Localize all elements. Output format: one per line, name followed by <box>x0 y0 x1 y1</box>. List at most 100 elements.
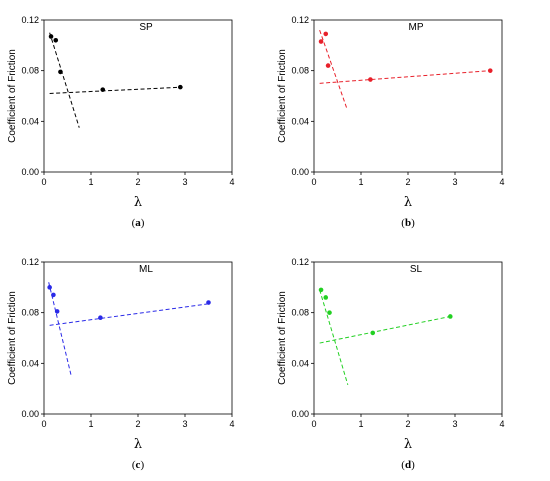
caption-letter: b <box>405 217 411 229</box>
x-axis-label: λ <box>134 195 142 210</box>
y-tick-label: 0.00 <box>21 409 39 419</box>
caption-close-paren: ) <box>411 459 415 471</box>
y-tick-label: 0.04 <box>21 358 39 368</box>
data-point <box>487 68 493 73</box>
fit-line-1 <box>319 29 348 109</box>
y-tick-label: 0.04 <box>21 116 39 126</box>
chart-title: SP <box>139 22 153 33</box>
fit-line-2 <box>319 315 451 344</box>
y-tick-label: 0.04 <box>291 116 309 126</box>
y-tick-label: 0.12 <box>291 15 309 25</box>
caption-letter: a <box>135 217 141 229</box>
data-point <box>370 330 376 336</box>
data-point <box>318 39 324 44</box>
data-point <box>53 37 59 43</box>
caption-close-paren: ) <box>140 459 144 471</box>
data-point <box>327 310 332 315</box>
data-point <box>178 84 183 90</box>
fit-line-2 <box>319 70 491 84</box>
data-point <box>51 292 56 298</box>
x-tick-label: 1 <box>358 419 363 429</box>
caption-open-paren: ( <box>132 459 136 471</box>
chart-panel-d: 0 1 2 3 4 0.00 0.04 0.08 0.12 SL λ Coefficient of F… <box>277 257 505 471</box>
x-tick-label: 0 <box>311 419 316 429</box>
y-tick-label: 0.08 <box>21 66 39 76</box>
panel-caption: (c) <box>132 459 145 471</box>
data-point <box>206 300 211 305</box>
panel-caption: (b) <box>401 217 415 229</box>
y-axis-label: Coefficient of Friction <box>7 291 18 385</box>
chart-panel-c: 0 1 2 3 4 0.00 0.04 0.08 0.12 ML λ Coefficient of F… <box>7 257 235 471</box>
fit-line-2 <box>49 303 209 326</box>
caption-letter: c <box>136 459 141 471</box>
data-point <box>100 87 106 92</box>
x-tick-label: 1 <box>88 419 93 429</box>
x-tick-label: 4 <box>229 419 234 429</box>
y-tick-label: 0.00 <box>291 167 309 177</box>
y-axis-label: Coefficient of Friction <box>277 49 288 143</box>
y-tick-label: 0.08 <box>291 308 309 318</box>
chart-panel-b: 0 1 2 3 4 0.00 0.04 0.08 0.12 MP λ Coefficient of F… <box>277 15 505 229</box>
y-axis-label: Coefficient of Friction <box>277 291 288 385</box>
caption-letter: d <box>405 459 411 471</box>
x-tick-label: 3 <box>452 177 457 187</box>
chart-title: ML <box>139 264 153 275</box>
plot-frame <box>43 261 233 415</box>
fit-line-1 <box>319 289 349 386</box>
data-point <box>318 287 324 293</box>
data-point <box>323 295 329 300</box>
data-point <box>323 31 329 37</box>
x-tick-label: 2 <box>405 419 410 429</box>
data-point <box>448 314 453 319</box>
fit-line-1 <box>49 32 80 128</box>
caption-open-paren: ( <box>401 217 405 229</box>
y-axis-label: Coefficient of Friction <box>7 49 18 143</box>
y-tick-label: 0.08 <box>291 66 309 76</box>
x-tick-label: 3 <box>182 419 187 429</box>
chart-title: MP <box>409 22 424 33</box>
x-tick-label: 3 <box>452 419 457 429</box>
data-point <box>58 69 63 75</box>
data-point <box>47 285 52 290</box>
plot-frame <box>43 19 233 173</box>
x-tick-label: 1 <box>358 177 363 187</box>
data-point <box>98 315 103 321</box>
x-tick-label: 4 <box>229 177 234 187</box>
x-tick-label: 2 <box>405 177 410 187</box>
caption-close-paren: ) <box>141 217 145 229</box>
chart-title: SL <box>410 264 423 275</box>
x-tick-label: 4 <box>499 177 504 187</box>
data-point <box>54 309 60 314</box>
plot-frame <box>313 19 503 173</box>
y-tick-label: 0.12 <box>291 257 309 267</box>
x-tick-label: 3 <box>182 177 187 187</box>
y-tick-label: 0.04 <box>291 358 309 368</box>
fit-line-1 <box>48 282 72 377</box>
x-axis-label: λ <box>134 437 142 452</box>
x-tick-label: 0 <box>41 177 46 187</box>
caption-close-paren: ) <box>411 217 415 229</box>
data-point <box>368 77 373 82</box>
x-tick-label: 1 <box>88 177 93 187</box>
x-tick-label: 2 <box>135 419 140 429</box>
caption-open-paren: ( <box>132 217 136 229</box>
x-tick-label: 0 <box>311 177 316 187</box>
y-tick-label: 0.00 <box>291 409 309 419</box>
panel-caption: (d) <box>401 459 415 471</box>
chart-panel-a: 0 1 2 3 4 0.00 0.04 0.08 0.12 SP λ Coefficient of F… <box>7 15 235 229</box>
caption-open-paren: ( <box>401 459 405 471</box>
y-tick-label: 0.12 <box>21 15 39 25</box>
x-tick-label: 0 <box>41 419 46 429</box>
x-tick-label: 4 <box>499 419 504 429</box>
data-point <box>48 34 54 39</box>
x-tick-label: 2 <box>135 177 140 187</box>
fit-line-2 <box>49 86 183 94</box>
data-point <box>325 63 331 68</box>
x-axis-label: λ <box>404 437 412 452</box>
y-tick-label: 0.00 <box>21 167 39 177</box>
panel-caption: (a) <box>132 217 145 229</box>
x-axis-label: λ <box>404 195 412 210</box>
y-tick-label: 0.12 <box>21 257 39 267</box>
y-tick-label: 0.08 <box>21 308 39 318</box>
